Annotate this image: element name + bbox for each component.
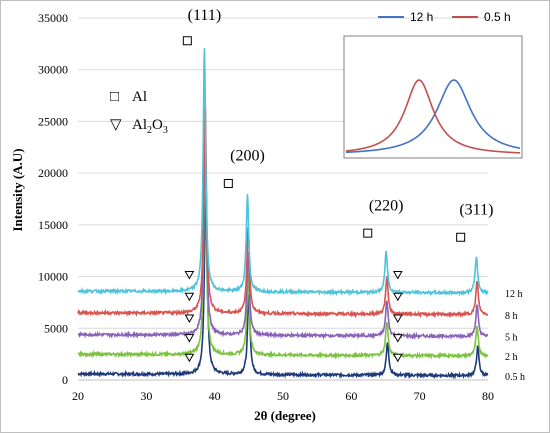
al2o3-marker (392, 271, 403, 280)
series-line (77, 98, 489, 319)
inset-legend-label: 12 h (410, 10, 433, 24)
y-tick-label: 0 (62, 373, 68, 387)
x-tick-label: 70 (414, 389, 426, 403)
series-layer (77, 48, 489, 380)
inset-curve (345, 79, 521, 154)
series-time-label: 0.5 h (505, 372, 525, 383)
phase-markers (182, 36, 466, 363)
peak-label: (220) (369, 197, 404, 214)
al2o3-marker (184, 334, 195, 343)
x-tick-label: 80 (482, 389, 494, 403)
al2o3-marker (184, 314, 195, 323)
series-time-label: 2 h (505, 352, 518, 363)
x-axis-ticks: 20 30 40 50 60 70 80 (72, 389, 494, 403)
inset-panel: 12 h 0.5 h (343, 10, 523, 159)
al2o3-marker (184, 271, 195, 280)
peak-label: (200) (230, 148, 265, 165)
x-tick-label: 30 (140, 389, 152, 403)
peak-label: (111) (188, 7, 221, 24)
y-tick-label: 30000 (38, 63, 68, 77)
series-line (77, 123, 489, 340)
y-tick-label: 15000 (38, 218, 68, 232)
y-axis-ticks: 0 5000 10000 15000 20000 25000 30000 35000 (38, 11, 68, 387)
x-tick-label: 20 (72, 389, 84, 403)
y-axis-title: Intensity (A.U) (10, 148, 25, 231)
al-marker (456, 232, 466, 242)
series-time-label: 8 h (505, 311, 518, 322)
inset-curve (345, 79, 521, 154)
series-line (77, 48, 489, 297)
y-tick-label: 5000 (44, 321, 68, 335)
al2o3-marker (184, 292, 195, 302)
y-tick-label: 35000 (38, 11, 68, 25)
legend-al2o3-text: Al2O3 (132, 117, 168, 136)
al2o3-marker (392, 353, 403, 363)
legend-al2o3-symbol: ▽ (110, 117, 122, 133)
al-marker (363, 228, 373, 238)
series-line (77, 175, 489, 380)
y-tick-label: 25000 (38, 114, 68, 128)
inset-curves (345, 79, 521, 154)
series-time-labels: 0.5 h 2 h 5 h 8 h 12 h (505, 289, 525, 383)
inset-legend: 12 h 0.5 h (378, 10, 511, 24)
al-marker (182, 36, 192, 46)
al2o3-marker (184, 353, 195, 363)
series-time-label: 5 h (505, 332, 518, 343)
al2o3-marker (392, 314, 403, 323)
al-marker (223, 178, 233, 188)
x-tick-label: 50 (277, 389, 289, 403)
legend-al-symbol: □ (110, 89, 119, 105)
x-tick-label: 60 (345, 389, 357, 403)
series-time-label: 12 h (505, 289, 523, 300)
peak-label: (311) (459, 202, 493, 219)
al2o3-marker (392, 334, 403, 343)
x-tick-label: 40 (209, 389, 221, 403)
series-line (77, 148, 489, 360)
y-tick-label: 10000 (38, 270, 68, 284)
y-tick-label: 20000 (38, 166, 68, 180)
al2o3-marker (392, 292, 403, 302)
peak-labels: (111) (200) (220) (311) (188, 7, 494, 218)
phase-legend: □ Al ▽ Al2O3 (110, 89, 168, 136)
x-axis-title: 2θ (degree) (254, 408, 316, 423)
inset-legend-label: 0.5 h (484, 10, 511, 24)
legend-al-text: Al (132, 89, 147, 105)
